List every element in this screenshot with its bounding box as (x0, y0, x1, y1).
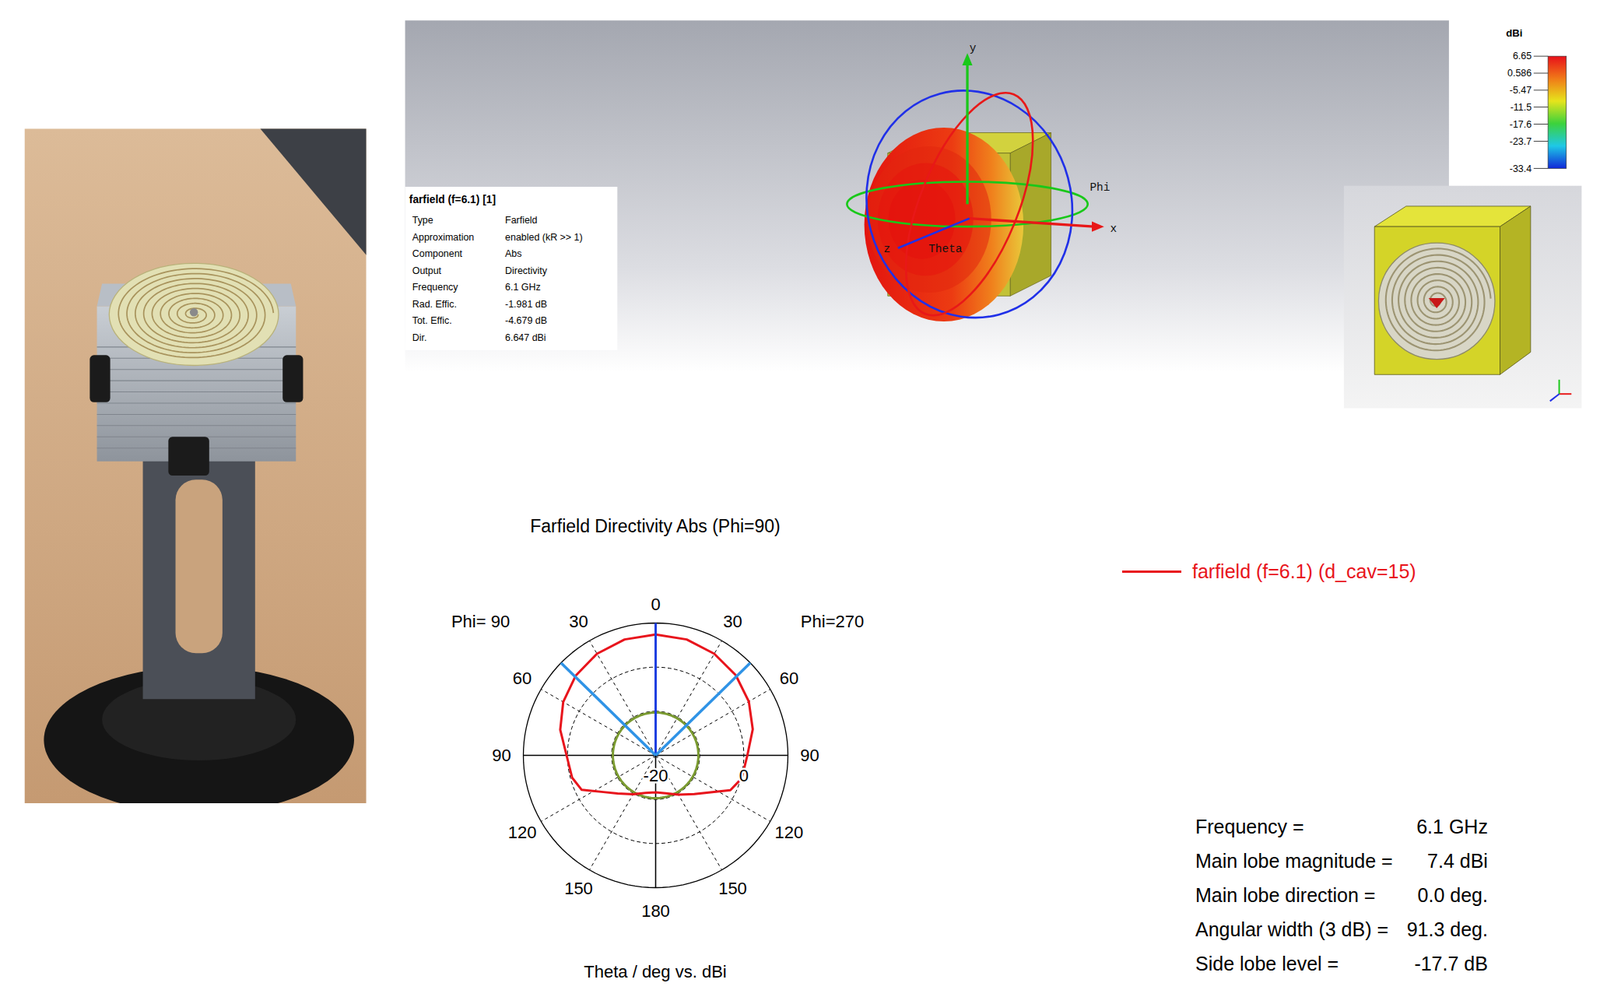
svg-text:Phi: Phi (1089, 181, 1110, 194)
svg-text:enabled (kR >> 1): enabled (kR >> 1) (505, 231, 583, 243)
svg-text:30: 30 (722, 611, 742, 632)
svg-text:90: 90 (800, 745, 819, 765)
svg-text:Rad. Effic.: Rad. Effic. (412, 298, 457, 310)
svg-text:-17.6: -17.6 (1509, 119, 1532, 130)
svg-text:Phi= 90: Phi= 90 (451, 611, 510, 632)
html-text:0.0 deg.: 0.0 deg. (1417, 884, 1488, 906)
svg-text:Type: Type (412, 214, 434, 226)
html-text:farfield (f=6.1) (d_cav=15): farfield (f=6.1) (d_cav=15) (1192, 560, 1417, 583)
svg-text:60: 60 (779, 668, 799, 688)
svg-text:z: z (884, 242, 892, 256)
svg-text:30: 30 (568, 611, 588, 632)
html-text:Side lobe level =: Side lobe level = (1195, 952, 1339, 975)
svg-text:y: y (969, 42, 977, 55)
html-text:Farfield Directivity Abs (Phi=: Farfield Directivity Abs (Phi=90) (530, 515, 781, 537)
svg-text:Component: Component (412, 248, 464, 260)
svg-text:Theta: Theta (928, 242, 963, 256)
svg-text:150: 150 (718, 878, 748, 899)
svg-text:120: 120 (775, 822, 804, 843)
svg-text:120: 120 (508, 822, 537, 843)
svg-text:6.647 dBi: 6.647 dBi (505, 332, 547, 344)
html-text:Frequency =: Frequency = (1195, 815, 1305, 838)
svg-text:-5.47: -5.47 (1509, 84, 1532, 96)
html-text:Angular width (3 dB) =: Angular width (3 dB) = (1195, 918, 1389, 941)
html-text:-17.7 dB: -17.7 dB (1414, 952, 1488, 975)
svg-text:6.1 GHz: 6.1 GHz (505, 281, 541, 293)
html-text:Theta / deg vs. dBi: Theta / deg vs. dBi (583, 961, 727, 982)
html-text:6.1 GHz: 6.1 GHz (1416, 815, 1488, 838)
svg-text:6.65: 6.65 (1512, 51, 1532, 63)
svg-text:-33.4: -33.4 (1509, 163, 1532, 175)
svg-text:dBi: dBi (1505, 27, 1523, 39)
svg-text:x: x (1110, 222, 1118, 236)
svg-text:-23.7: -23.7 (1509, 136, 1532, 148)
svg-text:Dir.: Dir. (412, 332, 428, 344)
svg-text:60: 60 (512, 668, 532, 688)
svg-text:Output: Output (412, 265, 443, 277)
svg-text:0: 0 (739, 765, 749, 786)
svg-text:Tot. Effic.: Tot. Effic. (412, 315, 453, 327)
svg-text:-11.5: -11.5 (1510, 101, 1533, 113)
svg-text:0.586: 0.586 (1507, 67, 1532, 79)
html-text:Main lobe direction =: Main lobe direction = (1195, 884, 1376, 906)
html-text:91.3 deg.: 91.3 deg. (1406, 918, 1488, 941)
svg-text:0: 0 (650, 594, 660, 615)
html-text:7.4 dBi: 7.4 dBi (1427, 849, 1488, 872)
svg-text:Frequency: Frequency (412, 281, 460, 293)
svg-text:Approximation: Approximation (412, 231, 475, 243)
svg-text:Phi=270: Phi=270 (800, 611, 864, 632)
svg-text:farfield (f=6.1) [1]: farfield (f=6.1) [1] (409, 193, 496, 206)
svg-text:Directivity: Directivity (505, 265, 548, 277)
svg-text:Farfield: Farfield (505, 214, 538, 226)
svg-text:180: 180 (641, 901, 671, 921)
svg-text:90: 90 (491, 745, 511, 765)
html-text:Main lobe magnitude =: Main lobe magnitude = (1195, 849, 1393, 872)
svg-text:-20: -20 (643, 765, 669, 786)
svg-text:-1.981 dB: -1.981 dB (505, 298, 548, 310)
svg-text:150: 150 (564, 878, 593, 899)
svg-text:-4.679 dB: -4.679 dB (505, 315, 548, 327)
svg-text:Abs: Abs (505, 248, 522, 260)
